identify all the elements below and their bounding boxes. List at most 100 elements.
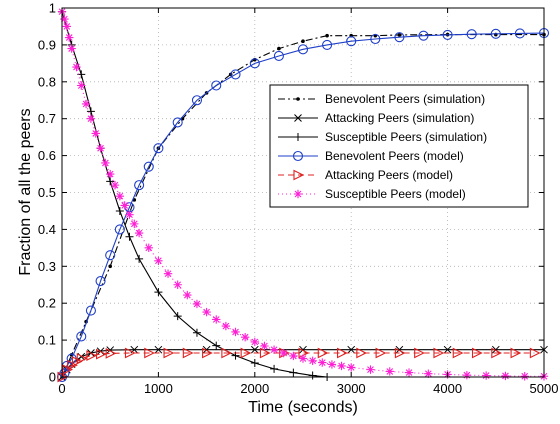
x-tick-label: 4000 xyxy=(433,381,462,396)
data-point xyxy=(183,290,192,300)
legend-marker xyxy=(296,97,300,101)
data-point xyxy=(250,358,259,367)
data-point xyxy=(273,50,284,62)
data-point xyxy=(134,228,144,238)
data-point xyxy=(114,224,125,235)
data-point xyxy=(520,372,529,381)
data-point xyxy=(86,350,98,361)
data-point xyxy=(298,354,308,363)
data-point xyxy=(81,99,91,109)
data-point xyxy=(414,347,425,359)
data-point xyxy=(397,33,402,37)
data-point xyxy=(192,299,202,309)
data-point xyxy=(301,39,305,44)
data-point xyxy=(466,29,477,40)
data-point xyxy=(510,347,522,359)
data-point xyxy=(318,358,327,367)
data-point xyxy=(172,117,183,128)
data-point xyxy=(60,14,69,24)
data-point xyxy=(297,44,309,55)
data-point xyxy=(144,243,153,253)
data-point xyxy=(337,361,346,371)
data-point xyxy=(347,363,356,372)
y-tick-label: 0.8 xyxy=(38,74,56,89)
data-point xyxy=(424,369,433,378)
y-tick-label: 0 xyxy=(49,370,56,385)
legend-marker xyxy=(292,150,304,162)
data-point xyxy=(404,368,414,377)
y-tick-label: 0.6 xyxy=(38,148,56,163)
y-tick-label: 0.2 xyxy=(38,296,56,311)
data-point xyxy=(322,39,333,50)
data-point xyxy=(501,371,510,381)
data-point xyxy=(72,62,81,72)
data-point xyxy=(249,58,260,69)
data-point xyxy=(65,33,74,42)
data-point xyxy=(96,348,107,360)
data-point xyxy=(110,180,120,190)
data-point xyxy=(277,46,281,51)
data-point xyxy=(76,353,88,364)
y-tick-label: 0.1 xyxy=(38,333,56,348)
data-point xyxy=(105,250,116,261)
series-line xyxy=(61,11,544,377)
y-tick-label: 0.4 xyxy=(38,222,56,237)
data-point xyxy=(250,345,259,354)
legend-marker xyxy=(294,133,302,141)
data-point xyxy=(135,254,144,263)
data-point xyxy=(163,269,173,278)
series-layer xyxy=(56,7,550,383)
legend-label: Attacking Peers (model) xyxy=(325,168,453,182)
data-point xyxy=(154,288,163,297)
data-point xyxy=(317,347,329,359)
legend-entry: Susceptible Peers (model) xyxy=(278,187,466,201)
x-tick-label: 0 xyxy=(58,381,65,396)
legend-box xyxy=(269,84,529,208)
data-point xyxy=(308,356,317,365)
data-point xyxy=(442,29,453,40)
data-point xyxy=(86,114,96,123)
data-point xyxy=(77,81,86,90)
data-point xyxy=(154,345,163,354)
legend-entry: Attacking Peers (simulation) xyxy=(278,111,474,125)
x-tick-label: 5000 xyxy=(530,381,559,396)
data-point xyxy=(212,341,221,350)
data-point xyxy=(163,347,175,359)
data-point xyxy=(182,347,194,359)
data-point xyxy=(134,180,145,191)
y-tick-label: 0.7 xyxy=(38,111,56,126)
series-6 xyxy=(57,7,549,381)
legend-label: Attacking Peers (simulation) xyxy=(325,111,474,125)
data-point xyxy=(115,191,125,201)
data-point xyxy=(62,22,72,31)
y-tick-label: 0.9 xyxy=(38,37,56,52)
legend-marker xyxy=(293,169,305,181)
data-point xyxy=(462,370,472,380)
y-tick-label: 1 xyxy=(49,1,56,16)
x-tick-label: 2000 xyxy=(240,381,269,396)
data-point xyxy=(202,307,211,317)
data-point xyxy=(289,368,298,377)
data-point xyxy=(108,264,112,269)
data-point xyxy=(346,36,357,47)
series-line xyxy=(61,352,535,378)
data-point xyxy=(95,276,106,287)
legend-entry: Benevolent Peers (model) xyxy=(278,149,464,163)
legend-marker xyxy=(293,189,303,199)
data-point xyxy=(308,371,317,380)
data-point xyxy=(347,345,356,354)
data-point xyxy=(289,351,298,361)
data-point xyxy=(529,347,541,359)
data-point xyxy=(491,347,503,359)
data-point xyxy=(270,364,279,373)
data-point xyxy=(67,44,76,53)
legend-marker xyxy=(294,114,302,122)
data-point xyxy=(85,305,96,316)
data-point xyxy=(221,347,233,359)
data-point xyxy=(191,95,203,106)
data-point xyxy=(418,30,429,41)
data-point xyxy=(375,347,387,359)
data-point xyxy=(452,347,464,359)
data-point xyxy=(125,232,134,241)
data-point xyxy=(105,347,117,359)
